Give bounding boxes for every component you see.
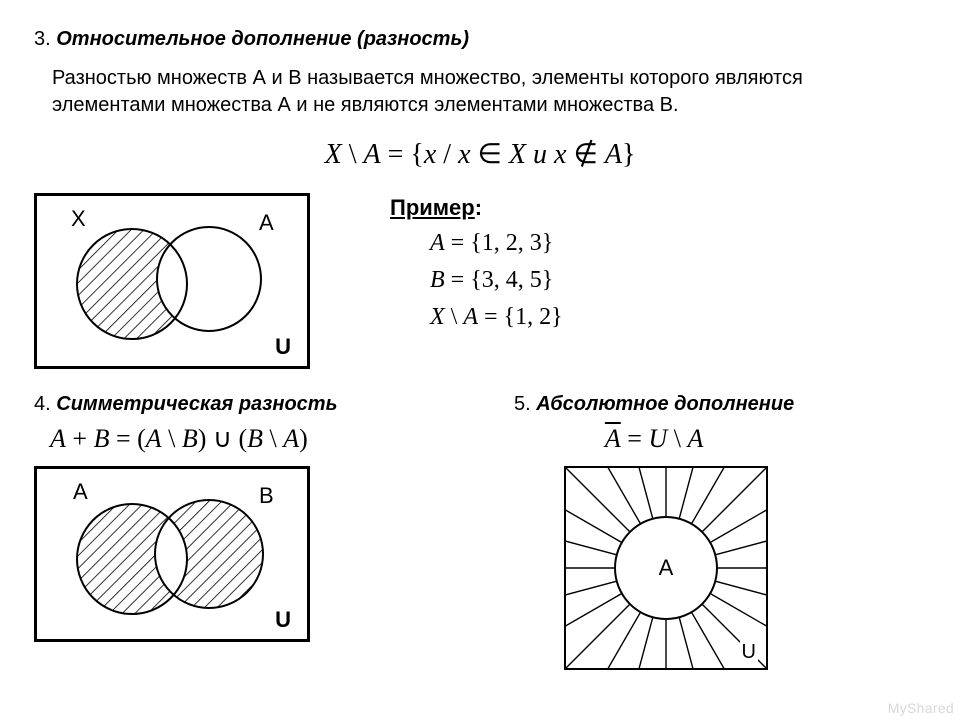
ex3-X: X [430, 304, 445, 330]
ex2-B: B [430, 267, 445, 293]
f4-A2: A [146, 424, 162, 453]
f4-B1: B [94, 424, 110, 453]
f4-bs2: \ [263, 424, 283, 453]
f-A: A [364, 139, 381, 170]
f-A2: A [605, 139, 622, 170]
f-X2: X [509, 139, 526, 170]
section5-col: 5. Абсолютное дополнение A = U \ A A U [514, 393, 794, 670]
abs-u-label: U [740, 641, 758, 664]
example-heading: Пример: [390, 195, 563, 221]
example-heading-colon: : [475, 195, 482, 220]
f-x3: x [554, 139, 566, 170]
f-notin: ∉ [566, 139, 604, 170]
f5-A: A [687, 424, 703, 453]
example-math: A = {1, 2, 3} B = {3, 4, 5} X \ A = {1, … [430, 225, 563, 337]
venn-label-X: X [71, 206, 86, 231]
ex2-cl: } [542, 267, 554, 293]
f5-bs: \ [667, 424, 687, 453]
section5-title: Абсолютное дополнение [536, 393, 794, 415]
f-close: } [622, 139, 635, 170]
f4-cl: ) [299, 424, 308, 453]
f4-bs1: \ [162, 424, 182, 453]
ex2-vals: 3, 4, 5 [482, 267, 542, 293]
section5-heading: 5. Абсолютное дополнение [514, 393, 794, 416]
section4-number: 4. [34, 393, 51, 415]
section5-number: 5. [514, 393, 531, 415]
ex3-vals: 1, 2 [515, 304, 551, 330]
f4-B2: B [182, 424, 198, 453]
f4-plus: + [66, 424, 94, 453]
section4-heading: 4. Симметрическая разность [34, 393, 454, 416]
f-slash: / [436, 139, 458, 170]
ex3-cl: } [551, 304, 563, 330]
f5-Abar: A [605, 424, 621, 453]
section4-title: Симметрическая разность [56, 393, 337, 415]
abs-circle: A [614, 516, 718, 620]
venn-difference-box: X A U [34, 193, 310, 369]
f-x1: x [424, 139, 436, 170]
f-in: ∈ [471, 139, 509, 170]
section3-definition: Разностью множеств А и В называется множ… [52, 65, 896, 119]
example-line-2: B = {3, 4, 5} [430, 262, 563, 299]
watermark: MyShared [888, 700, 954, 716]
f-and: и [526, 139, 554, 170]
venn4-u-label: U [275, 607, 291, 633]
ex1-cl: } [542, 230, 554, 256]
section3-title: Относительное дополнение (разность) [56, 28, 469, 50]
ex1-A: A [430, 230, 445, 256]
example-heading-text: Пример [390, 195, 475, 220]
ex3-op: \ [445, 304, 464, 330]
ex2-eq: = { [445, 267, 482, 293]
section3-heading: 3. Относительное дополнение (разность) [34, 28, 926, 51]
ex1-eq: = { [445, 230, 482, 256]
venn-symdiff-box: A B U [34, 466, 310, 642]
abs-circle-label: A [659, 555, 674, 581]
venn-difference-svg: X A [37, 196, 307, 366]
f4-eq: = ( [109, 424, 145, 453]
slide-page: 3. Относительное дополнение (разность) Р… [0, 0, 960, 720]
section5-formula: A = U \ A [514, 424, 794, 454]
f-X: X [325, 139, 342, 170]
f-x2: x [458, 139, 470, 170]
section4-formula: A + B = (A \ B) ∪ (B \ A) [50, 424, 454, 454]
section3-mid-row: X A U Пример: A = {1, 2, 3} B = {3, 4, 5… [34, 193, 926, 369]
venn-label-A: A [259, 210, 274, 235]
venn4-label-B: B [259, 483, 274, 508]
f4-A3: A [283, 424, 299, 453]
venn3-u-label: U [275, 334, 291, 360]
ex3-A: A [463, 304, 478, 330]
f5-eq: = [621, 424, 649, 453]
f4-B3: B [247, 424, 263, 453]
venn4-label-A: A [73, 479, 88, 504]
f-bs: \ [342, 139, 364, 170]
f4-mid: ) ∪ ( [198, 424, 247, 453]
section4-col: 4. Симметрическая разность A + B = (A \ … [34, 393, 454, 670]
example-column: Пример: A = {1, 2, 3} B = {3, 4, 5} X \ … [390, 193, 563, 337]
example-line-1: A = {1, 2, 3} [430, 225, 563, 262]
f5-U: U [648, 424, 667, 453]
ex3-eq: = { [478, 304, 515, 330]
venn-symdiff-svg: A B [37, 469, 307, 639]
bottom-row: 4. Симметрическая разность A + B = (A \ … [34, 393, 926, 670]
f4-A1: A [50, 424, 66, 453]
section3-number: 3. [34, 28, 51, 50]
ex1-vals: 1, 2, 3 [482, 230, 542, 256]
f-eq: = { [381, 139, 424, 170]
abs-complement-box: A U [564, 466, 768, 670]
example-line-3: X \ A = {1, 2} [430, 299, 563, 336]
section3-formula: X \ A = {x / x ∈ X и x ∉ A} [34, 137, 926, 171]
